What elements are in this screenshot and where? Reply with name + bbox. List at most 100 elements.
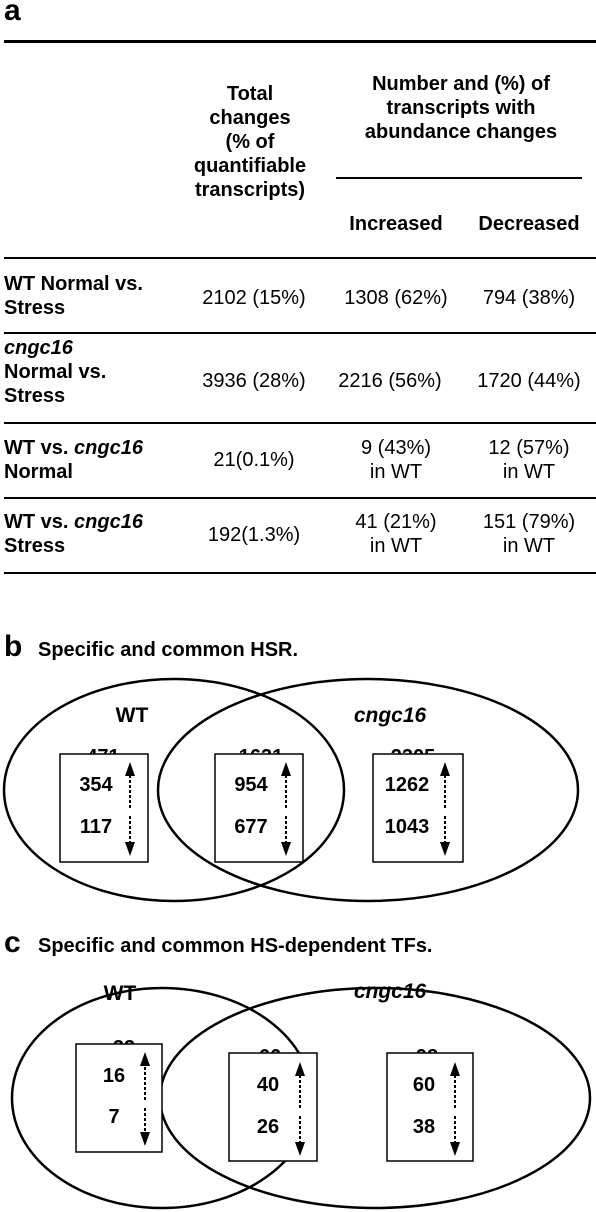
group-box xyxy=(386,1052,474,1162)
group-box xyxy=(214,753,304,863)
row-label: WT Normal vs. Stress xyxy=(4,272,143,320)
row-label-text: WT Normal vs. xyxy=(4,273,143,295)
cell-increased: 2216 (56%) xyxy=(318,369,462,393)
header-total-line: transcripts) xyxy=(194,179,306,201)
down-arrow-icon xyxy=(440,816,450,856)
cell-decreased: 12 (57%) in WT xyxy=(462,436,596,484)
cell-increased-line: 9 (43%) xyxy=(360,437,432,459)
row-label-text-italic: cngc16 xyxy=(74,511,143,533)
cell-increased-line: 2216 (56%) xyxy=(338,370,442,392)
header-decreased: Decreased xyxy=(478,213,580,235)
panel-a-letter: a xyxy=(4,0,21,27)
down-count: 26 xyxy=(257,1116,279,1138)
row-label-text: WT vs. xyxy=(4,511,75,533)
cell-increased: 1308 (62%) xyxy=(330,286,462,310)
cell-total: 21(0.1%) xyxy=(213,449,295,471)
up-count: 16 xyxy=(103,1065,125,1087)
row-divider xyxy=(4,422,596,424)
header-total-changes: Total changes (% of quantifiable transcr… xyxy=(180,82,320,202)
row-label-line: Stress xyxy=(4,534,143,558)
group-box xyxy=(75,1043,163,1153)
row-label-line: WT Normal vs. xyxy=(4,272,143,296)
group-box xyxy=(59,753,149,863)
row-label-line: WT vs. cngc16 xyxy=(4,436,143,460)
cell-decreased-line: in WT xyxy=(502,535,556,557)
row-label-text: Stress xyxy=(4,385,66,407)
set-label-wt: WT xyxy=(104,982,137,1005)
row-label-text: Normal xyxy=(4,461,73,483)
cell-decreased-line: in WT xyxy=(502,461,556,483)
venn-diagram-tfs: WT cngc16 23 16 7 66 40 26 98 60 38 xyxy=(10,980,592,1210)
group-box xyxy=(372,753,464,863)
set-label-cngc16: cngc16 xyxy=(354,704,427,727)
down-count: 1043 xyxy=(385,816,430,838)
row-label-line: WT vs. cngc16 xyxy=(4,510,143,534)
cell-increased: 41 (21%) in WT xyxy=(330,510,462,558)
set-label-wt: WT xyxy=(116,704,149,727)
up-count: 40 xyxy=(257,1074,279,1096)
header-number-line: Number and (%) of xyxy=(372,73,550,95)
down-arrow-icon xyxy=(140,1108,150,1146)
cell-decreased: 1720 (44%) xyxy=(462,369,596,393)
up-arrow-icon xyxy=(125,762,135,808)
row-label: WT vs. cngc16 Stress xyxy=(4,510,143,558)
down-arrow-icon xyxy=(450,1116,460,1156)
header-total-line: Total xyxy=(226,83,274,105)
up-arrow-icon xyxy=(440,762,450,808)
venn-circle-cngc16 xyxy=(156,677,580,903)
cell-increased-line: in WT xyxy=(369,461,423,483)
row-label-text: Normal vs. xyxy=(4,361,107,383)
panel-c-letter: c xyxy=(4,926,21,959)
down-arrow-icon xyxy=(281,816,291,856)
row-label: WT vs. cngc16 Normal xyxy=(4,436,143,484)
down-arrow-icon xyxy=(295,1116,305,1156)
header-sub-rule xyxy=(336,177,582,179)
cell-increased-line: 1308 (62%) xyxy=(344,287,448,309)
panel-c-title: Specific and common HS-dependent TFs. xyxy=(38,935,433,957)
header-total-line: changes xyxy=(209,107,291,129)
up-arrow-icon xyxy=(450,1062,460,1108)
up-count: 954 xyxy=(234,774,268,796)
cell-decreased-line: 794 (38%) xyxy=(482,287,576,309)
table-top-rule xyxy=(4,40,596,43)
cell-increased: 9 (43%) in WT xyxy=(330,436,462,484)
cell-decreased-line: 151 (79%) xyxy=(482,511,576,533)
header-number-line: abundance changes xyxy=(364,121,558,143)
row-label-text-italic: cngc16 xyxy=(74,437,143,459)
header-number-line: transcripts with xyxy=(386,97,536,119)
row-label-text-italic: cngc16 xyxy=(4,337,73,359)
cell-total: 2102 (15%) xyxy=(202,287,306,309)
header-total-line: (% of xyxy=(225,131,275,153)
venn-circle-wt xyxy=(2,677,346,903)
row-label: cngc16 Normal vs. Stress xyxy=(4,336,106,408)
down-count: 677 xyxy=(234,816,267,838)
row-label-line: Stress xyxy=(4,384,106,408)
panel-b-title: Specific and common HSR. xyxy=(38,639,299,661)
cell-decreased: 794 (38%) xyxy=(462,286,596,310)
up-arrow-icon xyxy=(140,1052,150,1100)
row-label-line: Stress xyxy=(4,296,143,320)
row-label-line: Normal xyxy=(4,460,143,484)
venn-circle-cngc16 xyxy=(158,986,592,1210)
cell-decreased-line: 1720 (44%) xyxy=(477,370,581,392)
up-count: 60 xyxy=(413,1074,435,1096)
panel-b-letter: b xyxy=(4,630,23,663)
venn-diagram-hsr: WT cngc16 471 354 117 1631 954 677 2305 … xyxy=(2,677,580,903)
up-count: 1262 xyxy=(385,774,430,796)
header-increased: Increased xyxy=(349,213,443,235)
row-label-line: cngc16 xyxy=(4,336,106,360)
up-arrow-icon xyxy=(295,1062,305,1108)
up-arrow-icon xyxy=(281,762,291,808)
down-count: 117 xyxy=(80,816,112,838)
header-number-pct: Number and (%) of transcripts with abund… xyxy=(330,72,592,144)
row-label-text: Stress xyxy=(4,297,66,319)
up-count: 354 xyxy=(79,774,113,796)
header-total-line: quantifiable xyxy=(193,155,307,177)
down-count: 38 xyxy=(413,1116,435,1138)
header-bottom-rule xyxy=(4,257,596,259)
table-bottom-rule xyxy=(4,572,596,574)
set-label-cngc16: cngc16 xyxy=(354,980,427,1003)
down-count: 7 xyxy=(108,1106,119,1128)
row-label-text: WT vs. xyxy=(4,437,75,459)
row-divider xyxy=(4,332,596,334)
